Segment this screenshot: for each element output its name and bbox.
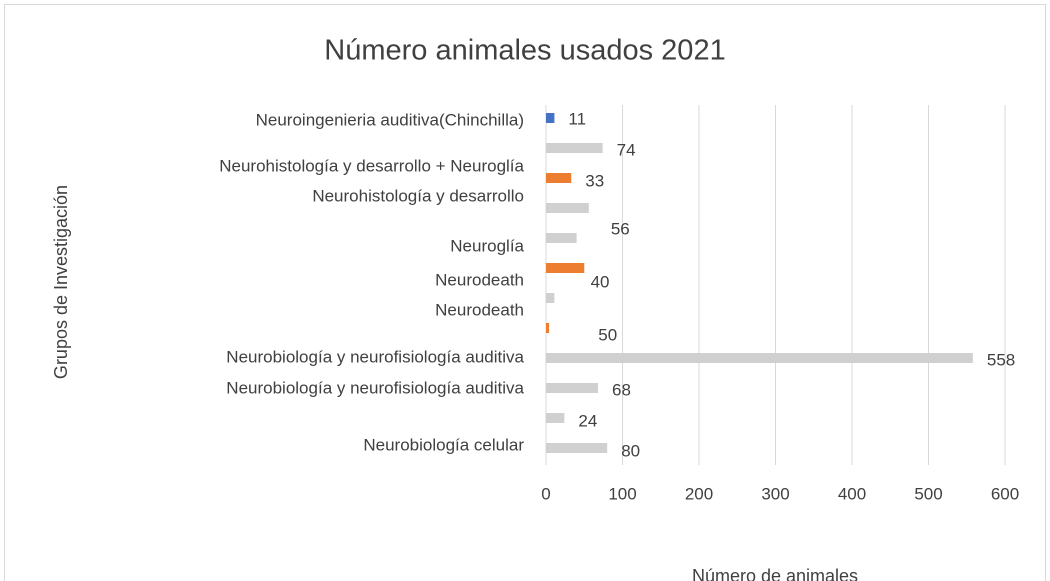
y-tick-label: Neurodeath — [435, 300, 524, 319]
bar — [546, 113, 555, 123]
data-label: 558 — [987, 350, 1015, 369]
bar — [546, 203, 589, 213]
x-tick-label: 0 — [541, 484, 550, 503]
y-tick-label: Neurodeath — [435, 270, 524, 289]
y-tick-label: Neurohistología y desarrollo — [312, 186, 524, 205]
bar — [546, 323, 550, 333]
y-tick-label: Neuroingenieria auditiva(Chinchilla) — [256, 110, 524, 129]
bar — [546, 293, 555, 303]
x-tick-label: 600 — [991, 484, 1019, 503]
chart-frame — [4, 4, 1046, 581]
data-label: 11 — [568, 109, 586, 128]
bar — [546, 413, 565, 423]
y-tick-label: Neurobiología y neurofisiología auditiva — [226, 378, 524, 397]
data-label: 24 — [578, 411, 597, 430]
bar — [546, 353, 973, 363]
data-label: 56 — [611, 219, 630, 238]
data-label: 40 — [591, 272, 610, 291]
y-axis-title: Grupos de Investigación — [51, 185, 71, 379]
x-tick-label: 300 — [761, 484, 789, 503]
data-label: 50 — [598, 325, 617, 344]
bar — [546, 263, 585, 273]
x-axis-title: Número de animales — [692, 566, 858, 581]
bar — [546, 233, 577, 243]
bar — [546, 173, 572, 183]
x-tick-label: 400 — [838, 484, 866, 503]
bar — [546, 443, 608, 453]
bar — [546, 143, 603, 153]
x-tick-label: 100 — [608, 484, 636, 503]
chart-title: Número animales usados 2021 — [324, 35, 725, 67]
data-label: 74 — [617, 140, 636, 159]
y-tick-label: Neurobiología celular — [363, 435, 524, 454]
y-tick-label: Neurohistología y desarrollo + Neuroglía — [219, 156, 524, 175]
x-tick-label: 500 — [914, 484, 942, 503]
y-tick-label: Neurobiología y neurofisiología auditiva — [226, 347, 524, 366]
y-tick-label: Neuroglía — [450, 236, 524, 255]
bar — [546, 383, 599, 393]
data-label: 68 — [612, 380, 631, 399]
data-label: 33 — [585, 171, 604, 190]
x-tick-label: 200 — [685, 484, 713, 503]
data-label: 80 — [621, 441, 640, 460]
